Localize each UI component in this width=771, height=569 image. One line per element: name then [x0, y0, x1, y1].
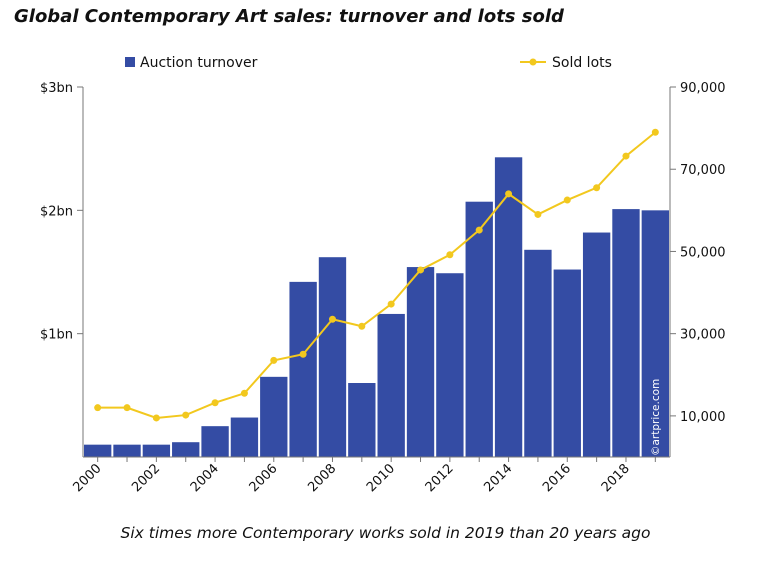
right-tick-label: 90,000 [680, 81, 726, 96]
sold-lots-point-2015 [534, 210, 542, 218]
sold-lots-point-2007 [299, 350, 307, 358]
left-tick-label: $3bn [40, 81, 73, 96]
chart-title: Global Contemporary Art sales: turnover … [14, 6, 564, 27]
right-tick-label: 50,000 [680, 245, 726, 260]
bar-2014 [494, 157, 523, 458]
sold-lots-point-2000 [94, 404, 102, 412]
sold-lots-point-2003 [182, 411, 190, 419]
x-tick-label: 2014 [481, 461, 515, 495]
sold-lots-point-2002 [152, 414, 160, 422]
bar-2011 [406, 267, 435, 457]
legend-swatch-turnover [125, 57, 135, 67]
x-tick-label: 2010 [364, 461, 398, 495]
sold-lots-point-2013 [475, 226, 483, 234]
right-tick-label: 70,000 [680, 163, 726, 178]
chart-caption: Six times more Contemporary works sold i… [120, 524, 651, 542]
bar-2001 [113, 444, 141, 457]
sold-lots-point-2004 [211, 399, 219, 407]
bar-2000 [84, 444, 112, 457]
left-tick-label: $1bn [40, 328, 73, 343]
bar-2007 [289, 281, 317, 457]
bar-2019 [641, 210, 669, 457]
sold-lots-point-2011 [417, 266, 425, 274]
bar-series-turnover [84, 157, 669, 458]
bar-2003 [172, 442, 200, 457]
bar-2009 [348, 383, 376, 457]
x-tick-label: 2000 [70, 461, 104, 495]
bar-2004 [201, 426, 229, 457]
sold-lots-point-2019 [651, 128, 659, 136]
bar-2012 [436, 273, 464, 457]
x-tick-label: 2008 [305, 461, 339, 495]
left-tick-label: $2bn [40, 204, 73, 219]
right-tick-label: 10,000 [680, 410, 726, 425]
bar-2010 [377, 313, 405, 457]
bar-2018 [612, 209, 640, 457]
x-tick-label: 2012 [423, 461, 457, 495]
x-tick-label: 2006 [247, 461, 281, 495]
legend-label-sold-lots: Sold lots [552, 55, 612, 71]
chart-svg: $1bn $2bn $3bn 10,000 30,000 50,000 70,000 90,0… [40, 55, 726, 495]
sold-lots-point-2006 [270, 356, 278, 364]
sold-lots-point-2010 [387, 300, 395, 308]
sold-lots-point-2009 [358, 322, 366, 330]
bar-2005 [230, 417, 259, 457]
line-series-sold-lots [94, 128, 659, 422]
sold-lots-point-2018 [622, 152, 630, 160]
bar-2016 [553, 269, 581, 457]
bar-2002 [142, 444, 171, 457]
legend: Auction turnover Sold lots [125, 55, 612, 71]
bar-2006 [260, 376, 288, 457]
sold-lots-point-2005 [240, 389, 248, 397]
legend-label-turnover: Auction turnover [140, 55, 258, 71]
legend-swatch-sold-lots-dot [529, 58, 537, 66]
sold-lots-point-2016 [563, 196, 571, 204]
sold-lots-line [97, 131, 656, 419]
x-tick-label: 2004 [188, 461, 222, 495]
sold-lots-point-2008 [328, 315, 336, 323]
bar-2017 [582, 232, 611, 457]
sold-lots-point-2001 [123, 404, 131, 412]
sold-lots-point-2017 [593, 184, 601, 192]
x-tick-label: 2002 [129, 461, 163, 495]
sold-lots-point-2014 [505, 190, 513, 198]
bar-2008 [318, 257, 347, 457]
bar-2015 [524, 249, 552, 457]
bar-2013 [465, 201, 493, 457]
right-tick-label: 30,000 [680, 328, 726, 343]
watermark-credit: ©artprice.com [650, 379, 662, 456]
x-tick-label: 2016 [540, 461, 574, 495]
sold-lots-point-2012 [446, 251, 454, 259]
x-tick-label: 2018 [599, 461, 633, 495]
